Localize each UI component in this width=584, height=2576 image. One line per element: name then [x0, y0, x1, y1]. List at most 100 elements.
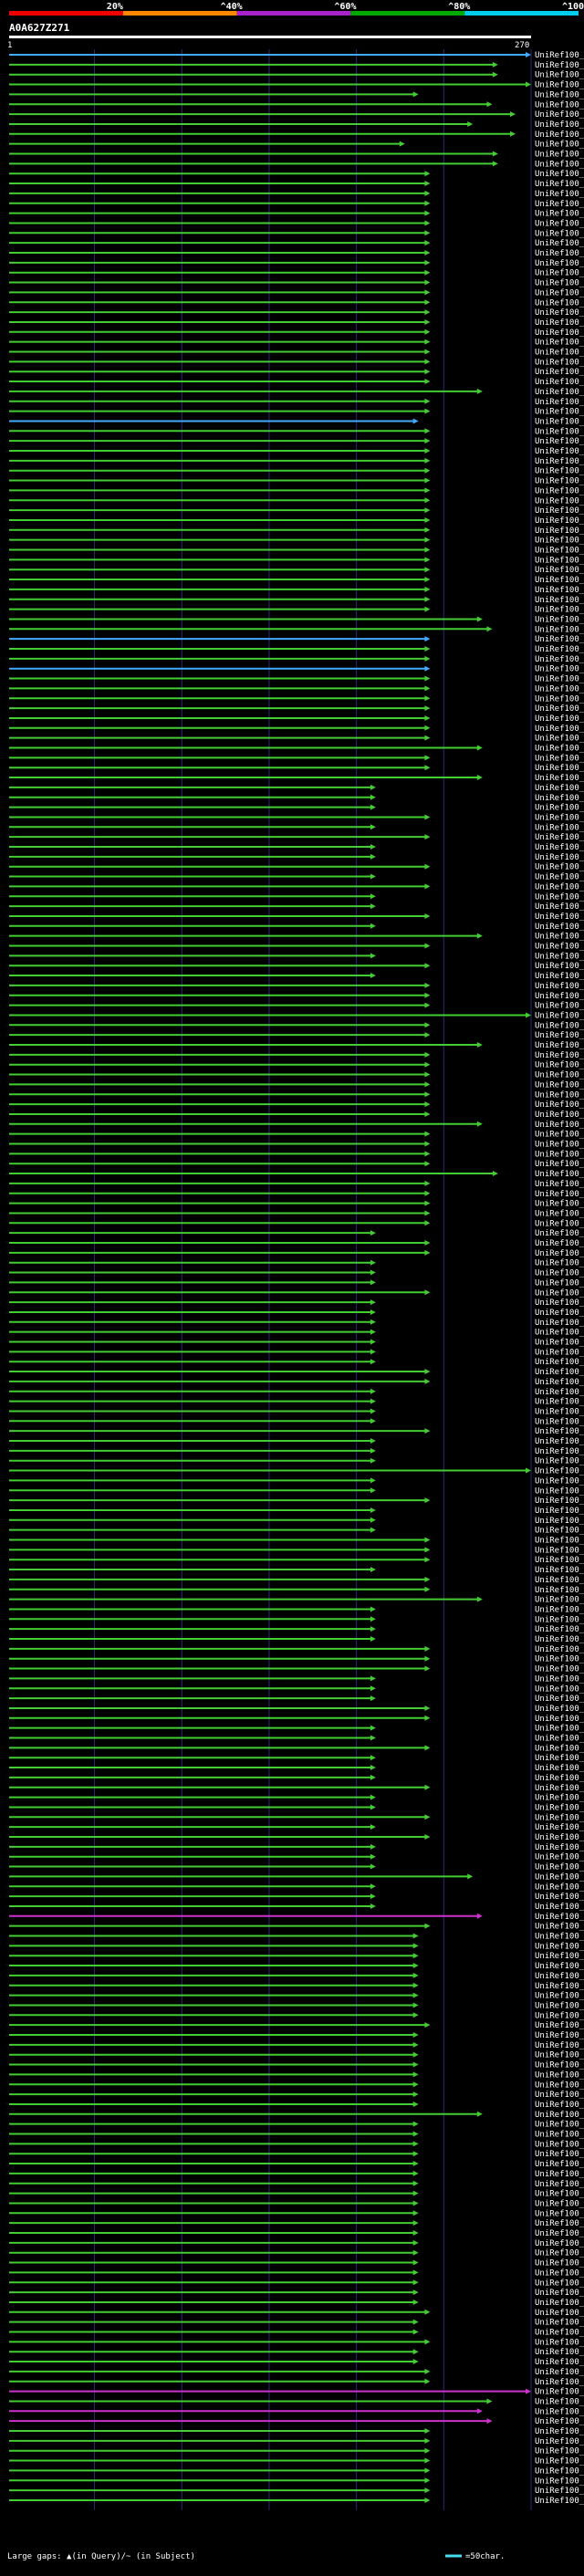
hit-row[interactable]: UniRef100_C5P925	[9, 1735, 584, 1744]
hit-label[interactable]: UniRef100_B5SZC3	[535, 2309, 584, 2318]
hit-label[interactable]: UniRef100_UP1000..	[535, 2180, 584, 2189]
hit-label[interactable]: UniRef100_Q6H080	[535, 378, 584, 387]
hit-row[interactable]: UniRef100_A6Q1E8	[9, 349, 584, 358]
hit-row[interactable]: UniRef100_A9TEN4	[9, 1497, 584, 1506]
hit-label[interactable]: UniRef100_Q810N0	[535, 329, 584, 338]
hit-row[interactable]: UniRef100_Q3DBA1	[9, 130, 584, 140]
hit-label[interactable]: UniRef100_Q4FN32	[535, 120, 584, 130]
hit-label[interactable]: UniRef100_P59234	[535, 1121, 584, 1130]
hit-row[interactable]: UniRef100_A6QFF6	[9, 1744, 584, 1753]
hit-label[interactable]: UniRef100_UP1000..	[535, 249, 584, 258]
hit-row[interactable]: UniRef100_A5BL86	[9, 180, 584, 189]
hit-row[interactable]: UniRef100_B6TS53	[9, 1754, 584, 1763]
hit-row[interactable]: UniRef100_B0CP99	[9, 1080, 584, 1090]
hit-row[interactable]: UniRef100_C3TX82	[9, 1100, 584, 1110]
hit-row[interactable]: UniRef100_UP1000..	[9, 675, 584, 684]
hit-row[interactable]: UniRef100_P61256	[9, 833, 584, 842]
hit-label[interactable]: UniRef100_B6TS53	[535, 1754, 584, 1763]
hit-row[interactable]: UniRef100_C5YN23	[9, 1190, 584, 1199]
hit-label[interactable]: UniRef100_UP1000..	[535, 1170, 584, 1179]
hit-label[interactable]: UniRef100_B7Q3J9	[535, 1645, 584, 1654]
hit-label[interactable]: UniRef100_C5FDU3	[535, 1476, 584, 1486]
hit-row[interactable]: UniRef100_A0A8N8	[9, 81, 584, 90]
hit-row[interactable]: UniRef100_B6U5C0	[9, 1962, 584, 1971]
hit-row[interactable]: UniRef100_C1MIX3	[9, 1348, 584, 1357]
hit-row[interactable]: UniRef100_C6T7D1	[9, 1249, 584, 1258]
hit-row[interactable]: UniRef100_B9RBH9	[9, 1259, 584, 1268]
hit-row[interactable]: UniRef100_UP1000..	[9, 1427, 584, 1436]
hit-row[interactable]: UniRef100_A0AZ57	[9, 100, 584, 110]
hit-row[interactable]: UniRef100_C4R4H9	[9, 2466, 584, 2476]
hit-label[interactable]: UniRef100_Q3EBJ1	[535, 1278, 584, 1288]
hit-label[interactable]: UniRef100_UP1000..	[535, 1784, 584, 1793]
hit-row[interactable]: UniRef100_A7ENT8	[9, 1665, 584, 1674]
hit-label[interactable]: UniRef100_Q01NB8	[535, 1180, 584, 1189]
hit-row[interactable]: UniRef100_A2QNV7	[9, 1635, 584, 1644]
hit-label[interactable]: UniRef100_UP1000..	[535, 813, 584, 822]
hit-label[interactable]: UniRef100_B6TSY7	[535, 1556, 584, 1565]
hit-row[interactable]: UniRef100_Q3K304	[9, 210, 584, 219]
hit-row[interactable]: UniRef100_Q6S292	[9, 2101, 584, 2110]
hit-row[interactable]: UniRef100_A9N7R2	[9, 2259, 584, 2268]
hit-label[interactable]: UniRef100_B7QER8	[535, 1982, 584, 1991]
hit-label[interactable]: UniRef100_B9HP11	[535, 2219, 584, 2228]
hit-label[interactable]: UniRef100_C4QCF6	[535, 1843, 584, 1852]
hit-row[interactable]: UniRef100_UP1000..	[9, 1170, 584, 1179]
hit-row[interactable]: UniRef100_C4QCF6	[9, 1843, 584, 1852]
hit-label[interactable]: UniRef100_C5WUR1	[535, 684, 584, 694]
hit-row[interactable]: UniRef100_UP1000..	[9, 784, 584, 793]
hit-label[interactable]: UniRef100_UP1000..	[535, 269, 584, 278]
hit-label[interactable]: UniRef100_Q5KGM8	[535, 1725, 584, 1734]
hit-label[interactable]: UniRef100_UP1000..	[535, 784, 584, 793]
hit-row[interactable]: UniRef100_Q7QEB2	[9, 2190, 584, 2199]
hit-row[interactable]: UniRef100_Q810N0	[9, 329, 584, 338]
hit-row[interactable]: UniRef100_C6SYC4	[9, 1011, 584, 1020]
hit-label[interactable]: UniRef100_UP1000..	[535, 259, 584, 268]
hit-label[interactable]: UniRef100_B9GXV7	[535, 962, 584, 971]
hit-row[interactable]: UniRef100_UP1000..	[9, 298, 584, 308]
hit-row[interactable]: UniRef100_A6QE10	[9, 2477, 584, 2486]
hit-row[interactable]: UniRef100_UP1000..	[9, 1209, 584, 1218]
hit-label[interactable]: UniRef100_B0CP99	[535, 1080, 584, 1090]
hit-label[interactable]: UniRef100_UP1000..	[535, 764, 584, 773]
hit-row[interactable]: UniRef100_UP1000..	[9, 1872, 584, 1882]
hit-row[interactable]: UniRef100_B9Y1G8	[9, 1992, 584, 2001]
hit-label[interactable]: UniRef100_Q5T1S2	[535, 694, 584, 704]
hit-label[interactable]: UniRef100_B9HY52	[535, 170, 584, 179]
hit-label[interactable]: UniRef100_B3RNA3	[535, 2279, 584, 2288]
hit-label[interactable]: UniRef100_P62699	[535, 2131, 584, 2140]
hit-row[interactable]: UniRef100_C5WUR1	[9, 684, 584, 694]
hit-row[interactable]: UniRef100_B4MSU7	[9, 447, 584, 456]
hit-row[interactable]: UniRef100_C6G2F2	[9, 339, 584, 348]
hit-label[interactable]: UniRef100_UP1000..	[535, 298, 584, 308]
hit-label[interactable]: UniRef100_C3XJS7	[535, 2041, 584, 2050]
hit-row[interactable]: UniRef100_A9PGM2	[9, 1457, 584, 1466]
hit-label[interactable]: UniRef100_A7SIT1	[535, 1774, 584, 1783]
hit-label[interactable]: UniRef100_C5P925	[535, 1735, 584, 1744]
hit-row[interactable]: UniRef100_Q1XWH2	[9, 427, 584, 436]
hit-row[interactable]: UniRef100_UP1000..	[9, 259, 584, 268]
hit-row[interactable]: UniRef100_Q4SM9	[9, 2457, 584, 2466]
hit-row[interactable]: UniRef100_Q5FW7	[9, 2487, 584, 2496]
hit-label[interactable]: UniRef100_B9HMM9	[535, 1160, 584, 1169]
hit-label[interactable]: UniRef100_UP1000..	[535, 2358, 584, 2367]
hit-row[interactable]: UniRef100_C1FD21	[9, 1863, 584, 1872]
hit-label[interactable]: UniRef100_Q4FE32	[535, 1655, 584, 1664]
hit-row[interactable]: UniRef100_A9NXL1	[9, 1090, 584, 1100]
hit-row[interactable]: UniRef100_B7Q3J9	[9, 1645, 584, 1654]
hit-row[interactable]: UniRef100_Q7FZ63	[9, 892, 584, 902]
hit-row[interactable]: UniRef100_A9TWY7	[9, 1388, 584, 1397]
hit-row[interactable]: UniRef100_UP1000..	[9, 823, 584, 832]
hit-row[interactable]: UniRef100_UP1000..	[9, 843, 584, 852]
hit-row[interactable]: UniRef100_Q9T0M5	[9, 982, 584, 991]
hit-label[interactable]: UniRef100_P61256	[535, 833, 584, 842]
hit-row[interactable]: UniRef100_C6T1R2	[9, 1339, 584, 1348]
hit-label[interactable]: UniRef100_A8NNT8	[535, 2437, 584, 2446]
hit-row[interactable]: UniRef100_A7N979	[9, 2081, 584, 2090]
hit-label[interactable]: UniRef100_B9IDH3	[535, 1288, 584, 1298]
hit-row[interactable]: UniRef100_Q3TDV0	[9, 2268, 584, 2278]
hit-label[interactable]: UniRef100_B6U5C0	[535, 1962, 584, 1971]
hit-label[interactable]: UniRef100_UP1000..	[535, 2091, 584, 2100]
hit-row[interactable]: UniRef100_C5WMW1	[9, 625, 584, 634]
hit-row[interactable]: UniRef100_B9SGX1	[9, 1131, 584, 1140]
